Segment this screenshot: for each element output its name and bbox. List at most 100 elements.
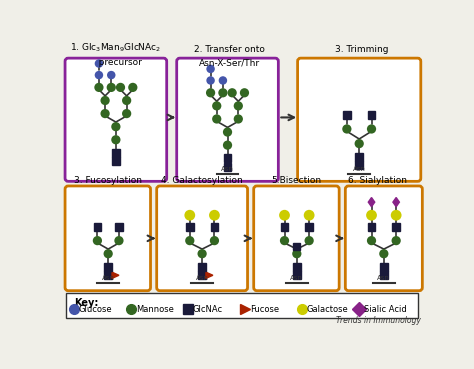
Bar (356, 153, 363, 161)
Bar (104, 272, 112, 279)
Polygon shape (368, 197, 375, 207)
Bar (224, 154, 231, 162)
Bar (112, 158, 120, 165)
FancyBboxPatch shape (65, 186, 151, 291)
Bar (186, 223, 194, 231)
Circle shape (342, 124, 352, 134)
Circle shape (184, 210, 195, 221)
Circle shape (111, 122, 120, 131)
Circle shape (212, 114, 221, 124)
Text: 3. Trimming: 3. Trimming (335, 45, 388, 54)
Circle shape (185, 236, 194, 245)
Circle shape (228, 88, 237, 97)
Polygon shape (206, 272, 213, 278)
Bar (368, 111, 375, 119)
Circle shape (234, 114, 243, 124)
FancyBboxPatch shape (157, 186, 247, 291)
Circle shape (114, 236, 124, 245)
Circle shape (206, 76, 215, 85)
Circle shape (107, 71, 116, 79)
FancyBboxPatch shape (346, 186, 422, 291)
Polygon shape (112, 272, 119, 278)
Text: Glucose: Glucose (79, 305, 112, 314)
Text: Asn-X-Ser/Thr: Asn-X-Ser/Thr (199, 58, 260, 67)
Text: GlcNAc: GlcNAc (193, 305, 223, 314)
Circle shape (122, 96, 131, 105)
Circle shape (234, 101, 243, 110)
Text: Key:: Key: (74, 299, 99, 308)
Bar (198, 263, 206, 270)
Bar (198, 272, 206, 279)
Text: Asn: Asn (221, 166, 234, 172)
Circle shape (304, 210, 315, 221)
Circle shape (100, 109, 109, 118)
FancyBboxPatch shape (254, 186, 339, 291)
Text: 2. Transfer onto: 2. Transfer onto (193, 45, 264, 54)
FancyBboxPatch shape (66, 293, 418, 318)
Circle shape (107, 83, 116, 92)
Circle shape (103, 249, 113, 258)
Text: 1. Glc$_3$Man$_9$GlcNAc$_2$: 1. Glc$_3$Man$_9$GlcNAc$_2$ (70, 41, 162, 54)
Circle shape (367, 124, 376, 134)
Text: Asn: Asn (353, 166, 365, 172)
Bar (356, 161, 363, 169)
Text: Mannose: Mannose (136, 305, 174, 314)
Bar (210, 223, 219, 231)
Text: Asn: Asn (196, 275, 209, 282)
FancyBboxPatch shape (298, 58, 421, 181)
Text: Asn: Asn (377, 275, 390, 282)
Text: Trends in Immunology: Trends in Immunology (336, 316, 421, 325)
Circle shape (367, 236, 376, 245)
Text: 4. Galactosylation: 4. Galactosylation (161, 176, 243, 185)
Bar (224, 163, 231, 170)
Circle shape (392, 236, 401, 245)
Text: 3. Fucosylation: 3. Fucosylation (74, 176, 142, 185)
Circle shape (223, 127, 232, 137)
Circle shape (219, 88, 228, 97)
Circle shape (355, 139, 364, 148)
Bar (293, 272, 301, 279)
Bar (281, 223, 288, 231)
Circle shape (379, 249, 389, 258)
Circle shape (223, 141, 232, 150)
Circle shape (212, 101, 221, 110)
Circle shape (116, 83, 125, 92)
Circle shape (280, 236, 289, 245)
Bar (93, 223, 101, 231)
Text: Asn: Asn (291, 275, 303, 282)
Bar (115, 223, 123, 231)
Bar (104, 263, 112, 270)
Circle shape (206, 88, 215, 97)
Polygon shape (393, 197, 400, 207)
Circle shape (206, 65, 215, 73)
Circle shape (100, 96, 109, 105)
Text: Asn: Asn (102, 275, 115, 282)
Text: precursor: precursor (90, 58, 142, 67)
Circle shape (292, 249, 301, 258)
Bar (392, 223, 400, 231)
Circle shape (304, 236, 314, 245)
Circle shape (210, 236, 219, 245)
Text: Sialic Acid: Sialic Acid (364, 305, 407, 314)
Circle shape (94, 83, 103, 92)
Text: Fucose: Fucose (250, 305, 279, 314)
FancyBboxPatch shape (177, 58, 278, 181)
Text: 5.Bisection: 5.Bisection (271, 176, 321, 185)
Circle shape (111, 135, 120, 144)
Circle shape (122, 109, 131, 118)
Bar (293, 263, 301, 270)
Circle shape (209, 210, 220, 221)
Text: Galactose: Galactose (307, 305, 348, 314)
Bar (112, 149, 120, 157)
Text: 6. Sialylation: 6. Sialylation (348, 176, 407, 185)
Circle shape (95, 71, 103, 79)
Circle shape (93, 236, 102, 245)
Bar (343, 111, 351, 119)
Circle shape (95, 59, 103, 68)
Circle shape (198, 249, 207, 258)
Circle shape (240, 88, 249, 97)
Circle shape (366, 210, 377, 221)
Circle shape (219, 76, 227, 85)
Circle shape (391, 210, 401, 221)
Bar (380, 263, 388, 270)
